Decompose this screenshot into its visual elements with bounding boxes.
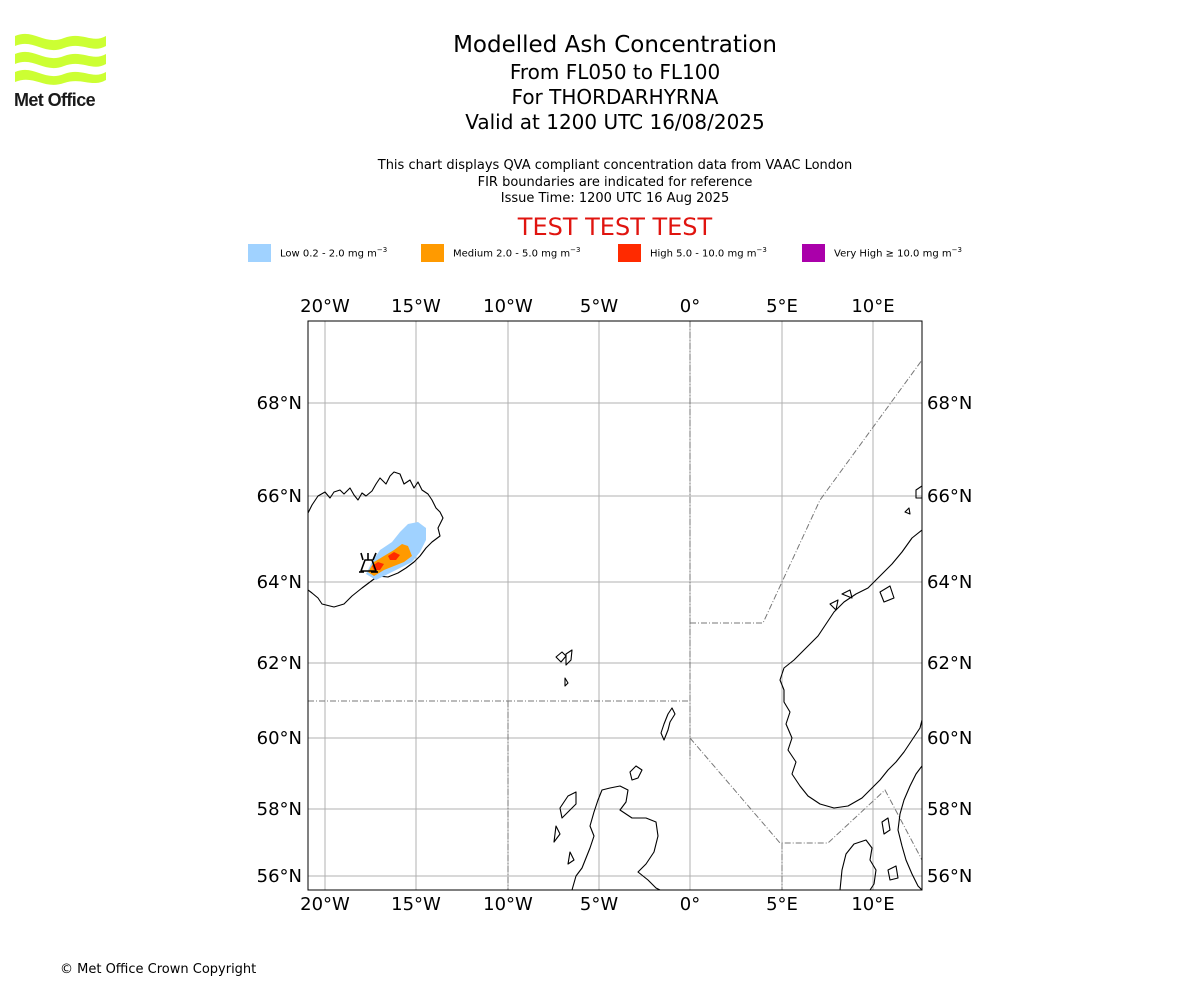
lat-tick-label: 68°N bbox=[927, 393, 972, 414]
coast-hebrides bbox=[553, 791, 577, 865]
lon-labels-bottom: 20°W 15°W 10°W 5°W 0° 5°E 10°E bbox=[300, 894, 894, 915]
copyright: © Met Office Crown Copyright bbox=[60, 962, 257, 977]
lat-tick-label: 68°N bbox=[257, 393, 302, 414]
coastlines bbox=[308, 471, 922, 890]
lat-tick-label: 66°N bbox=[257, 486, 302, 507]
title-line-3: For THORDARHYRNA bbox=[511, 85, 719, 109]
legend-item-very-high: Very High ≥ 10.0 mg m−3 bbox=[802, 244, 962, 262]
legend-swatch-high bbox=[618, 244, 641, 262]
lon-tick-label: 5°E bbox=[766, 894, 798, 915]
lon-tick-label: 15°W bbox=[391, 296, 441, 317]
legend-swatch-low bbox=[248, 244, 271, 262]
coast-faroes bbox=[555, 649, 573, 687]
coast-denmark bbox=[839, 839, 877, 890]
subtitle-line-3: Issue Time: 1200 UTC 16 Aug 2025 bbox=[500, 191, 730, 206]
coast-orkney bbox=[629, 765, 643, 781]
legend-label-high: High 5.0 - 10.0 mg m−3 bbox=[650, 246, 767, 260]
legend-item-low: Low 0.2 - 2.0 mg m−3 bbox=[248, 244, 387, 262]
lon-tick-label: 5°W bbox=[580, 894, 618, 915]
lat-tick-label: 64°N bbox=[257, 572, 302, 593]
lon-tick-label: 20°W bbox=[300, 894, 350, 915]
title-line-1: Modelled Ash Concentration bbox=[453, 32, 777, 58]
map-background bbox=[308, 321, 922, 890]
coast-denmark-islands bbox=[881, 817, 899, 881]
test-banner: TEST TEST TEST bbox=[517, 213, 713, 241]
lon-tick-label: 10°W bbox=[483, 894, 533, 915]
coast-shetland bbox=[660, 707, 676, 741]
legend-item-high: High 5.0 - 10.0 mg m−3 bbox=[618, 244, 767, 262]
legend-label-low: Low 0.2 - 2.0 mg m−3 bbox=[280, 246, 388, 260]
lat-tick-label: 62°N bbox=[257, 653, 302, 674]
lon-tick-label: 5°E bbox=[766, 296, 798, 317]
lat-tick-label: 58°N bbox=[927, 799, 972, 820]
map-frame bbox=[307, 320, 923, 891]
subtitle-line-2: FIR boundaries are indicated for referen… bbox=[477, 174, 753, 190]
legend-swatch-very-high bbox=[802, 244, 825, 262]
legend-label-very-high: Very High ≥ 10.0 mg m−3 bbox=[834, 246, 962, 260]
graticule bbox=[308, 321, 922, 890]
coast-iceland bbox=[308, 471, 444, 608]
lon-tick-label: 15°W bbox=[391, 894, 441, 915]
legend-swatch-medium bbox=[421, 244, 444, 262]
lat-tick-label: 62°N bbox=[927, 653, 972, 674]
met-office-waves-icon bbox=[15, 33, 106, 85]
lon-tick-label: 0° bbox=[680, 296, 700, 317]
legend: Low 0.2 - 2.0 mg m−3 Medium 2.0 - 5.0 mg… bbox=[0, 244, 1200, 264]
lat-tick-label: 60°N bbox=[927, 728, 972, 749]
lon-tick-label: 5°W bbox=[580, 296, 618, 317]
fir-boundaries bbox=[308, 321, 922, 890]
legend-item-medium: Medium 2.0 - 5.0 mg m−3 bbox=[421, 244, 580, 262]
subtitle-line-1: This chart displays QVA compliant concen… bbox=[377, 158, 853, 173]
ash-high-2 bbox=[388, 552, 400, 560]
lon-tick-label: 10°W bbox=[483, 296, 533, 317]
coast-norway bbox=[779, 529, 922, 809]
lat-labels-left: 68°N 66°N 64°N 62°N 60°N 58°N 56°N bbox=[257, 393, 302, 887]
volcano-icon[interactable] bbox=[359, 552, 378, 573]
lat-tick-label: 66°N bbox=[927, 486, 972, 507]
title-line-4: Valid at 1200 UTC 16/08/2025 bbox=[465, 110, 765, 134]
coast-scotland bbox=[571, 785, 661, 890]
legend-label-medium: Medium 2.0 - 5.0 mg m−3 bbox=[453, 246, 581, 260]
met-office-logo: Met Office bbox=[14, 30, 108, 112]
lat-tick-label: 56°N bbox=[927, 866, 972, 887]
lon-labels-top: 20°W 15°W 10°W 5°W 0° 5°E 10°E bbox=[300, 296, 894, 317]
coast-sweden bbox=[897, 765, 922, 890]
lon-tick-label: 0° bbox=[680, 894, 700, 915]
title-line-2: From FL050 to FL100 bbox=[509, 60, 721, 84]
chart-title: Modelled Ash Concentration From FL050 to… bbox=[315, 30, 915, 135]
lat-tick-label: 56°N bbox=[257, 866, 302, 887]
lat-labels-right: 68°N 66°N 64°N 62°N 60°N 58°N 56°N bbox=[927, 393, 972, 887]
logo-text: Met Office bbox=[14, 90, 96, 110]
lon-tick-label: 10°E bbox=[851, 894, 894, 915]
lat-tick-label: 58°N bbox=[257, 799, 302, 820]
lat-tick-label: 60°N bbox=[257, 728, 302, 749]
coast-norway-islands bbox=[829, 485, 922, 611]
lat-tick-label: 64°N bbox=[927, 572, 972, 593]
lon-tick-label: 10°E bbox=[851, 296, 894, 317]
chart-subtitle: This chart displays QVA compliant concen… bbox=[315, 158, 915, 208]
lon-tick-label: 20°W bbox=[300, 296, 350, 317]
